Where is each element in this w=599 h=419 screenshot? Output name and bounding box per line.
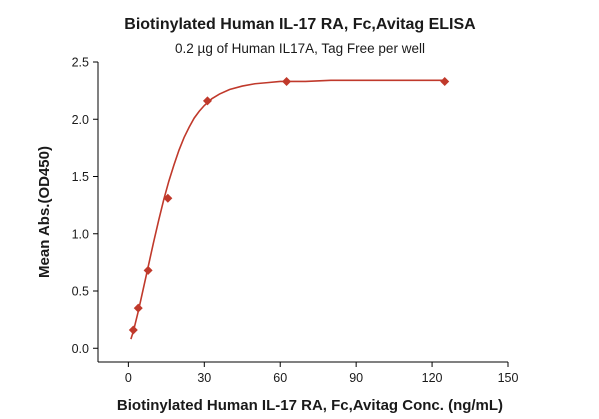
x-axis-label: Biotinylated Human IL-17 RA, Fc,Avitag C… (117, 397, 503, 414)
chart-title: Biotinylated Human IL-17 RA, Fc,Avitag E… (124, 16, 476, 33)
data-point (440, 76, 450, 86)
x-tick-label: 120 (422, 371, 443, 385)
data-points-layer (128, 76, 450, 335)
fit-curve-layer (130, 79, 445, 340)
x-tick-label: 0 (125, 371, 132, 385)
data-point (282, 76, 292, 86)
data-point (202, 96, 212, 106)
x-tick-label: 60 (273, 371, 287, 385)
data-point (143, 265, 153, 275)
ticks: 0 30 60 90 120 150 0.0 0.5 1.0 1.5 2.0 2.5 (72, 56, 519, 386)
y-tick-label: 2.5 (72, 56, 89, 70)
axes (97, 62, 508, 363)
data-point (128, 325, 138, 335)
fit-curve (130, 79, 445, 340)
x-tick-label: 150 (498, 371, 519, 385)
x-tick-label: 30 (197, 371, 211, 385)
y-tick-label: 1.5 (72, 170, 89, 184)
y-tick-label: 1.0 (72, 227, 89, 241)
y-tick-label: 2.0 (72, 113, 89, 127)
y-axis-label: Mean Abs.(OD450) (36, 146, 53, 278)
x-tick-label: 90 (349, 371, 363, 385)
data-point (133, 303, 143, 313)
chart-subtitle: 0.2 µg of Human IL17A, Tag Free per well (175, 41, 425, 56)
y-tick-label: 0.0 (72, 342, 89, 356)
y-tick-label: 0.5 (72, 285, 89, 299)
data-point (163, 193, 173, 203)
